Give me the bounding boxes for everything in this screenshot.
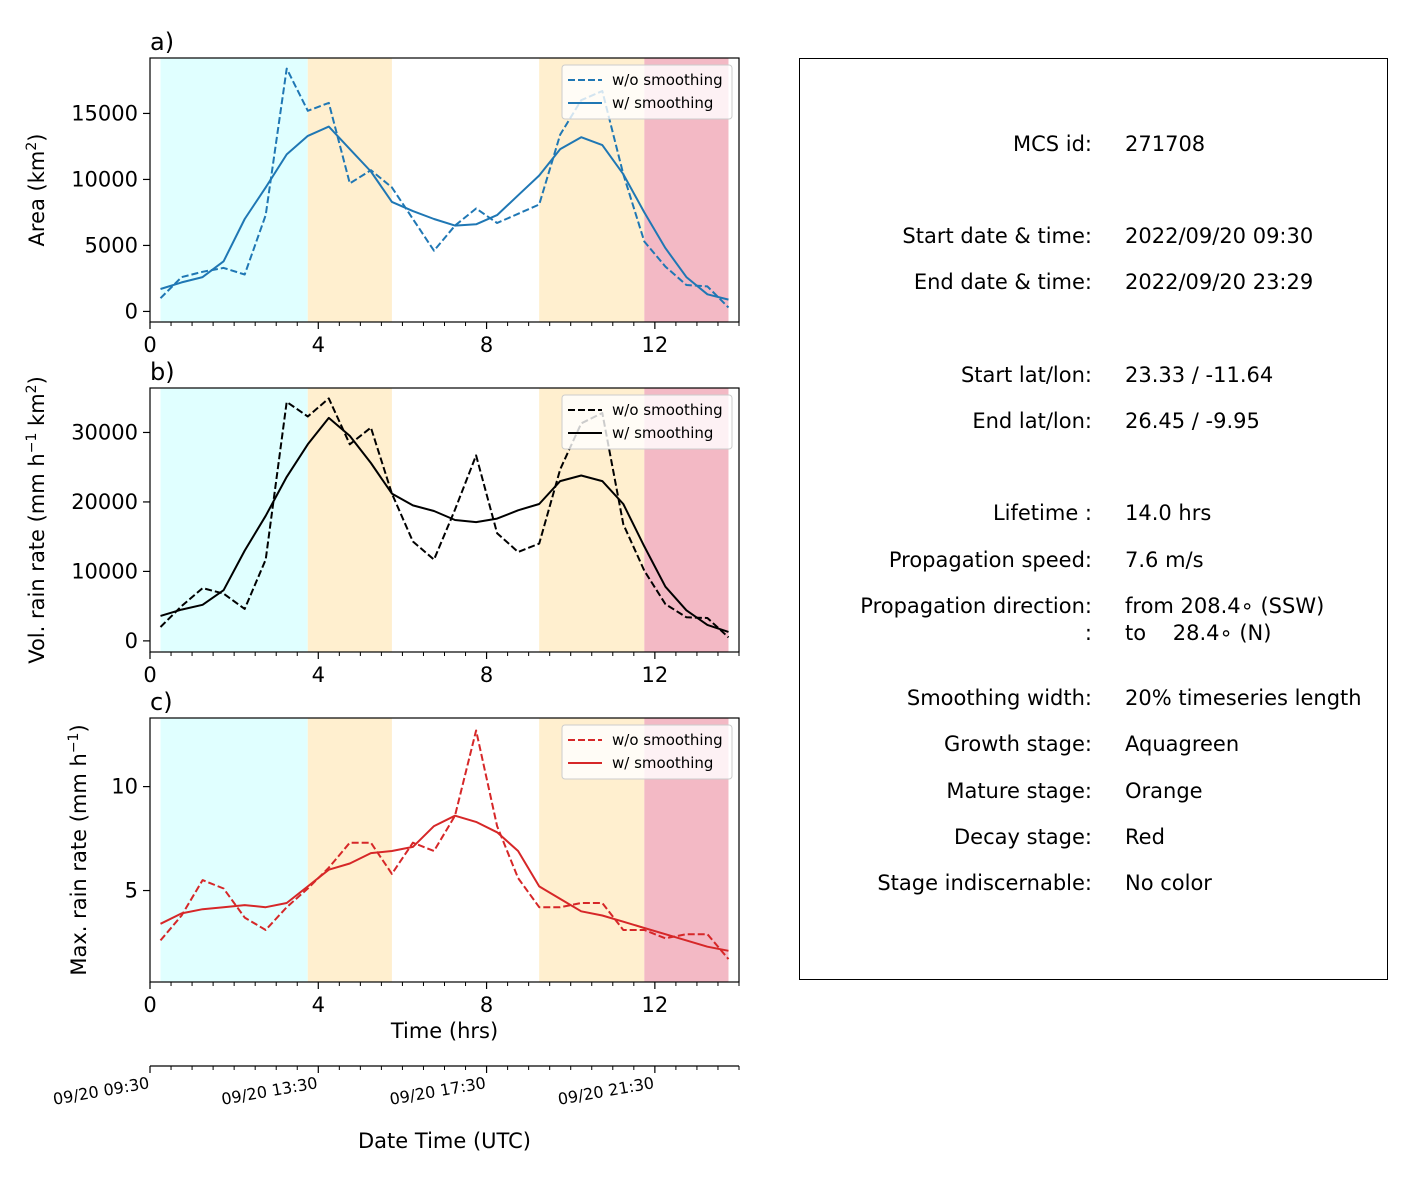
x-tick-label: 0 bbox=[143, 333, 156, 357]
x-tick-label: 12 bbox=[641, 993, 668, 1017]
info-value: 271708 bbox=[1125, 132, 1206, 156]
legend: w/o smoothing w/ smoothing bbox=[561, 394, 733, 450]
x-tick-label: 8 bbox=[480, 333, 493, 357]
info-key: Decay stage: bbox=[954, 825, 1092, 849]
info-key: Smoothing width: bbox=[906, 686, 1092, 710]
x-tick-label: 0 bbox=[143, 993, 156, 1017]
legend-label: w/ smoothing bbox=[612, 94, 713, 112]
x-tick-label: 12 bbox=[641, 333, 668, 357]
datetime-tick-label: 09/20 17:30 bbox=[388, 1073, 487, 1109]
info-value: Red bbox=[1125, 825, 1165, 849]
legend-label: w/o smoothing bbox=[612, 731, 723, 749]
info-value: from 208.4∘ (SSW) bbox=[1125, 594, 1325, 618]
x-axis-label: Time (hrs) bbox=[390, 1019, 498, 1043]
stage-growth-band bbox=[160, 718, 308, 982]
x-tick-label: 0 bbox=[143, 663, 156, 687]
x-tick-label: 4 bbox=[312, 333, 325, 357]
panel-3: 0 4 8 12 5 10 Max. rain rate (mm h−1) c) Time (h… bbox=[66, 688, 740, 1043]
info-key: MCS id: bbox=[1012, 132, 1092, 156]
info-key: Mature stage: bbox=[946, 779, 1092, 803]
info-key: End date & time: bbox=[913, 270, 1092, 294]
legend-box bbox=[561, 64, 733, 120]
series-line-smoothed bbox=[160, 814, 729, 952]
legend: w/o smoothing w/ smoothing bbox=[561, 724, 733, 780]
info-key: Propagation speed: bbox=[888, 548, 1092, 572]
legend-label: w/ smoothing bbox=[612, 754, 713, 772]
x-tick-label: 4 bbox=[312, 663, 325, 687]
info-value: Aquagreen bbox=[1125, 732, 1240, 756]
info-value: 23.33 / -11.64 bbox=[1125, 363, 1274, 387]
info-value: 20% timeseries length bbox=[1125, 686, 1362, 710]
y-tick-label: 5 bbox=[125, 879, 138, 903]
info-key: End lat/lon: bbox=[972, 409, 1092, 433]
info-value: to 28.4∘ (N) bbox=[1125, 621, 1272, 645]
stage-mature-band bbox=[307, 388, 392, 652]
stage-growth-band bbox=[160, 388, 308, 652]
info-key: Start lat/lon: bbox=[960, 363, 1092, 387]
y-tick-label: 0 bbox=[125, 299, 138, 323]
y-tick-label: 30000 bbox=[71, 420, 138, 444]
info-value: No color bbox=[1125, 871, 1212, 895]
x-tick-label: 8 bbox=[480, 993, 493, 1017]
panel-label: a) bbox=[150, 28, 174, 56]
info-key: Stage indiscernable: bbox=[877, 871, 1092, 895]
panel-label: c) bbox=[150, 688, 173, 716]
stage-mature-band bbox=[307, 718, 392, 982]
x-tick-label: 8 bbox=[480, 663, 493, 687]
info-value: 2022/09/20 09:30 bbox=[1125, 224, 1314, 248]
legend-label: w/ smoothing bbox=[612, 424, 713, 442]
stage-growth-band bbox=[160, 58, 308, 322]
y-axis-label: Area (km2) bbox=[24, 134, 49, 247]
legend-box bbox=[561, 724, 733, 780]
series-line-raw bbox=[159, 729, 730, 960]
y-axis-label: Vol. rain rate (mm h−1 km2) bbox=[24, 376, 49, 664]
info-key: Propagation direction: bbox=[860, 594, 1092, 618]
info-key: Start date & time: bbox=[902, 224, 1092, 248]
info-value: Orange bbox=[1125, 779, 1203, 803]
y-tick-label: 10000 bbox=[71, 167, 138, 191]
series-line-smoothed bbox=[160, 125, 729, 301]
x-tick-label: 4 bbox=[312, 993, 325, 1017]
series-line-raw bbox=[159, 67, 730, 309]
datetime-tick-label: 09/20 13:30 bbox=[220, 1073, 319, 1109]
y-axis-label: Max. rain rate (mm h−1) bbox=[66, 724, 91, 975]
panel-1: 0 4 8 12 0 5000 10000 15000 Area (km2) a) w/o smoo… bbox=[24, 28, 740, 357]
x-tick-label: 12 bbox=[641, 663, 668, 687]
datetime-tick-label: 09/20 21:30 bbox=[556, 1073, 655, 1109]
info-value: 26.45 / -9.95 bbox=[1125, 409, 1260, 433]
y-tick-label: 10000 bbox=[71, 559, 138, 583]
y-tick-label: 20000 bbox=[71, 490, 138, 514]
legend-box bbox=[561, 394, 733, 450]
datetime-axis-title: Date Time (UTC) bbox=[358, 1129, 531, 1153]
info-key: Growth stage: bbox=[943, 732, 1092, 756]
panel-label: b) bbox=[150, 358, 175, 386]
info-value: 14.0 hrs bbox=[1125, 501, 1212, 525]
info-value: 2022/09/20 23:29 bbox=[1125, 270, 1314, 294]
mcs-info-panel: MCS id: 271708 Start date & time: 2022/09/2… bbox=[799, 58, 1388, 980]
y-tick-label: 5000 bbox=[85, 233, 138, 257]
y-tick-label: 10 bbox=[111, 775, 138, 799]
stage-mature-band bbox=[307, 58, 392, 322]
datetime-axis: 09/20 09:30 09/20 13:30 09/20 17:30 09/20 2… bbox=[52, 1065, 740, 1153]
info-value: 7.6 m/s bbox=[1125, 548, 1204, 572]
y-tick-label: 15000 bbox=[71, 101, 138, 125]
legend: w/o smoothing w/ smoothing bbox=[561, 64, 733, 120]
info-key: Lifetime : bbox=[992, 501, 1092, 525]
panel-2: 0 4 8 12 0 10000 20000 30000 Vol. rain rate (mm … bbox=[24, 358, 740, 687]
legend-label: w/o smoothing bbox=[612, 71, 723, 89]
datetime-tick-label: 09/20 09:30 bbox=[52, 1073, 151, 1109]
info-key: : bbox=[1084, 621, 1092, 645]
y-tick-label: 0 bbox=[125, 629, 138, 653]
legend-label: w/o smoothing bbox=[612, 401, 723, 419]
series-line-raw bbox=[159, 397, 730, 639]
series-line-smoothed bbox=[160, 416, 729, 633]
